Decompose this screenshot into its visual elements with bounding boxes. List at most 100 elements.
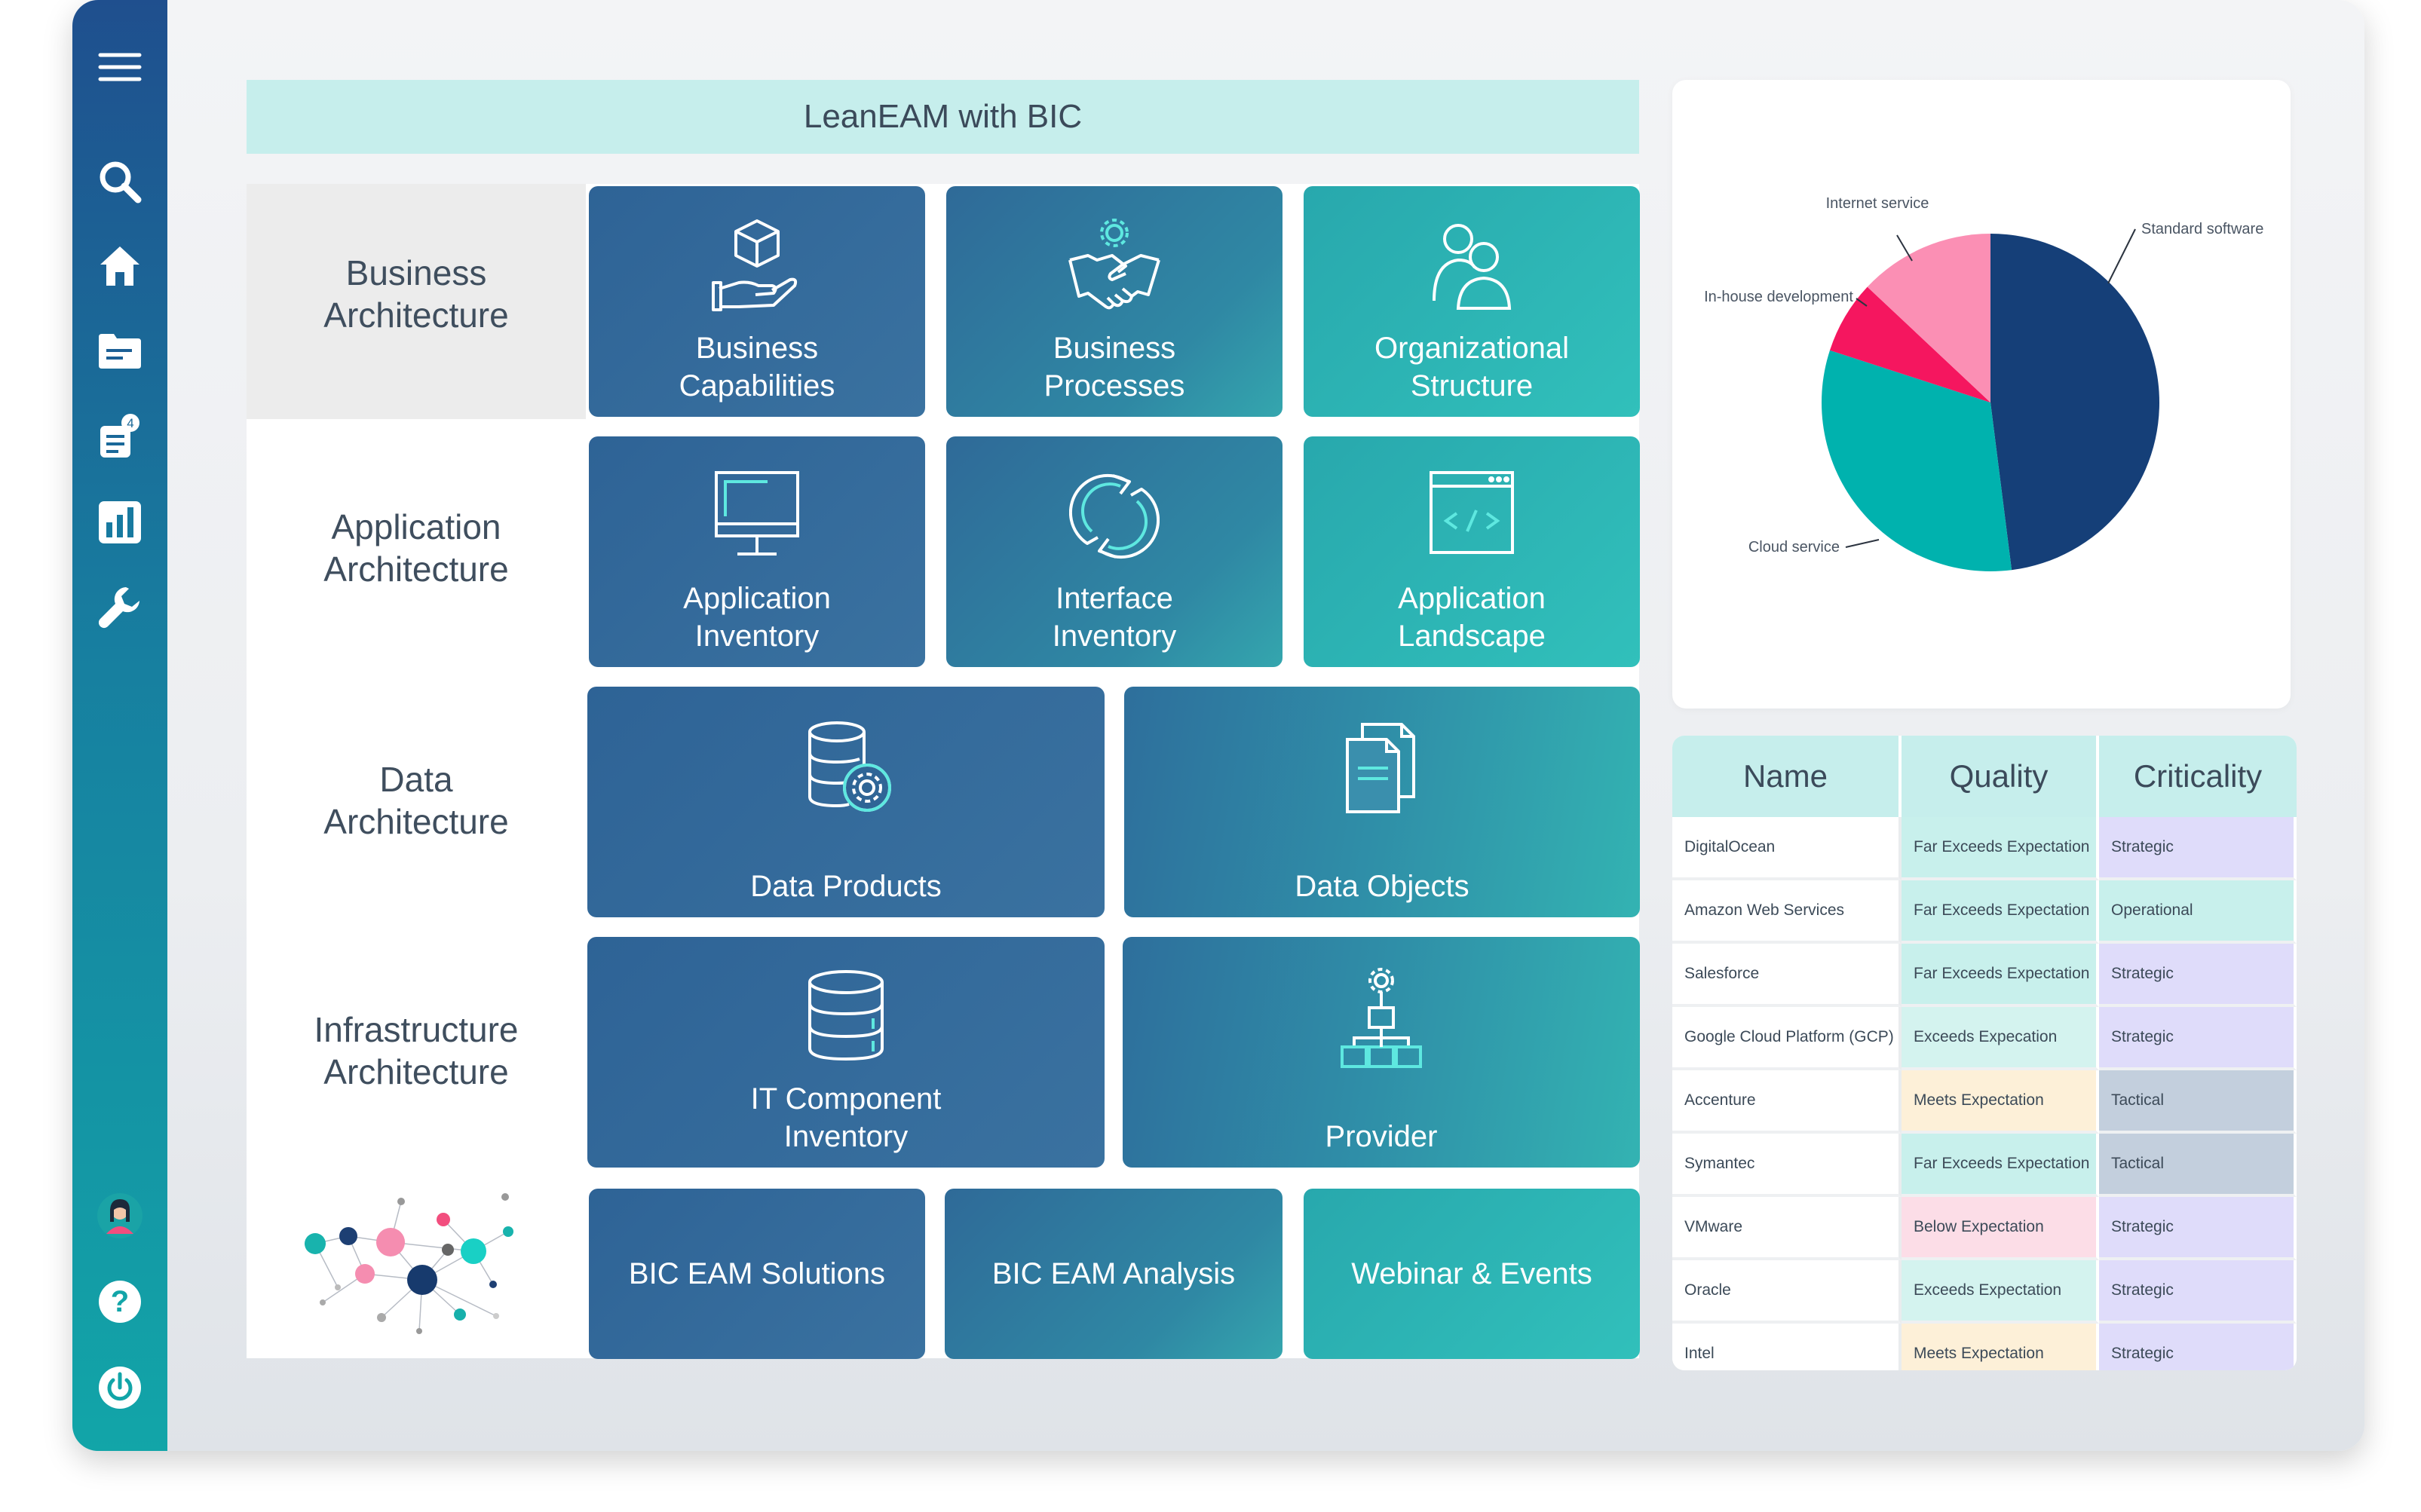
cell-name: DigitalOcean — [1672, 817, 1902, 880]
row-label-infrastructure: Infrastructure Architecture — [314, 1010, 519, 1091]
cell-criticality: Tactical — [2099, 1134, 2297, 1197]
power-icon[interactable] — [93, 1361, 146, 1414]
tasks-badge: 4 — [127, 416, 133, 430]
pie-leader-line — [1856, 298, 1868, 307]
tile-application-inventory[interactable]: Application Inventory — [589, 436, 925, 667]
tile-label: Provider — [1325, 1120, 1438, 1153]
tile-it-component-inventory[interactable]: IT Component Inventory — [587, 937, 1105, 1168]
tile-label: IT Component Inventory — [750, 1082, 942, 1153]
tile-label: BIC EAM Analysis — [991, 1257, 1236, 1290]
tile-label: Data Objects — [1295, 870, 1469, 903]
cell-criticality: Strategic — [2099, 1197, 2297, 1260]
cell-criticality: Strategic — [2099, 1324, 2297, 1370]
help-icon[interactable]: ? — [93, 1275, 146, 1328]
page-title: LeanEAM with BIC — [247, 80, 1639, 154]
hierarchy-gear-icon — [1341, 968, 1422, 1068]
cell-criticality: Operational — [2099, 880, 2297, 944]
tile-data-products[interactable]: Data Products — [587, 687, 1105, 917]
avatar[interactable] — [93, 1189, 146, 1242]
tile-bic-eam-solutions[interactable]: BIC EAM Solutions — [589, 1189, 925, 1359]
row-label-data: Data Architecture — [323, 760, 509, 841]
pie-leader-line — [1845, 539, 1880, 548]
cell-quality: Far Exceeds Expectation — [1902, 817, 2099, 880]
network-graph-illustration — [305, 1193, 513, 1334]
table-row[interactable]: Intel Meets Expectation Strategic — [1672, 1324, 2297, 1370]
cell-criticality: Tactical — [2099, 1070, 2297, 1134]
bar-chart-icon[interactable] — [93, 496, 146, 549]
tile-provider[interactable]: Provider — [1123, 937, 1640, 1168]
svg-text:?: ? — [111, 1285, 129, 1318]
pie-slice-label: Cloud service — [1748, 539, 1840, 556]
quality-criticality-table: Name Quality Criticality DigitalOcean Far… — [1672, 736, 2297, 1370]
folder-icon[interactable] — [93, 324, 146, 377]
monitor-icon — [715, 471, 799, 556]
tile-label: Application Inventory — [683, 582, 831, 653]
pie-slice-label: In-house development — [1704, 289, 1853, 305]
tile-interface-inventory[interactable]: Interface Inventory — [946, 436, 1283, 667]
tile-bic-eam-analysis[interactable]: BIC EAM Analysis — [945, 1189, 1283, 1359]
handshake-gear-icon — [1068, 219, 1160, 310]
pie-slice[interactable] — [1822, 350, 2012, 571]
cell-quality: Meets Expectation — [1902, 1070, 2099, 1134]
column-header-name[interactable]: Name — [1672, 736, 1902, 817]
row-label-application: Application Architecture — [323, 507, 509, 589]
cell-criticality: Strategic — [2099, 1007, 2297, 1070]
pie-slice[interactable] — [1990, 234, 2160, 571]
menu-icon[interactable] — [93, 41, 146, 93]
tile-label: Business Processes — [1043, 332, 1185, 402]
table-row[interactable]: Google Cloud Platform (GCP) Exceeds Expec… — [1672, 1007, 2297, 1070]
box-hand-icon — [712, 219, 798, 311]
tile-data-objects[interactable]: Data Objects — [1124, 687, 1640, 917]
cell-name: Amazon Web Services — [1672, 880, 1902, 944]
tile-business-processes[interactable]: Business Processes — [946, 186, 1283, 417]
table-row[interactable]: Amazon Web Services Far Exceeds Expectati… — [1672, 880, 2297, 944]
users-icon — [1433, 224, 1512, 310]
tile-label: BIC EAM Solutions — [628, 1257, 886, 1290]
cell-name: Google Cloud Platform (GCP) — [1672, 1007, 1902, 1070]
pie-slice[interactable] — [1829, 286, 1990, 402]
cell-quality: Far Exceeds Expectation — [1902, 1134, 2099, 1197]
cell-quality: Meets Expectation — [1902, 1324, 2099, 1370]
column-header-criticality[interactable]: Criticality — [2099, 736, 2297, 817]
cell-name: Accenture — [1672, 1070, 1902, 1134]
cell-criticality: Strategic — [2099, 1260, 2297, 1324]
tile-label: Webinar & Events — [1351, 1257, 1592, 1290]
pie-chart: Standard software Cloud service In-house d… — [1704, 195, 2263, 571]
cell-criticality: Strategic — [2099, 817, 2297, 880]
table-row[interactable]: Salesforce Far Exceeds Expectation Strateg… — [1672, 944, 2297, 1007]
table-row[interactable]: Symantec Far Exceeds Expectation Tactical — [1672, 1134, 2297, 1197]
cell-quality: Below Expectation — [1902, 1197, 2099, 1260]
tile-application-landscape[interactable]: Application Landscape — [1304, 436, 1640, 667]
table-row[interactable]: VMware Below Expectation Strategic — [1672, 1197, 2297, 1260]
tasks-icon[interactable]: 4 — [93, 410, 146, 463]
pie-chart-card: Standard software Cloud service In-house d… — [1672, 80, 2291, 709]
table-row[interactable]: Oracle Exceeds Expectation Strategic — [1672, 1260, 2297, 1324]
tile-label: Interface Inventory — [1052, 582, 1177, 653]
row-label-business: Business Architecture — [323, 253, 509, 335]
table-row[interactable]: DigitalOcean Far Exceeds Expectation Strat… — [1672, 817, 2297, 880]
cell-quality: Far Exceeds Expectation — [1902, 880, 2099, 944]
home-icon[interactable] — [93, 240, 146, 292]
code-window-icon — [1430, 471, 1514, 554]
cell-name: Intel — [1672, 1324, 1902, 1370]
pie-leader-line — [2107, 228, 2136, 284]
refresh-icon — [1069, 473, 1160, 559]
tile-webinar-events[interactable]: Webinar & Events — [1304, 1189, 1640, 1359]
pie-slice[interactable] — [1867, 234, 1990, 402]
tile-business-capabilities[interactable]: Business Capabilities — [589, 186, 925, 417]
wrench-icon[interactable] — [93, 580, 146, 633]
search-icon[interactable] — [93, 155, 146, 208]
column-header-quality[interactable]: Quality — [1902, 736, 2099, 817]
cell-quality: Exceeds Expecation — [1902, 1007, 2099, 1070]
pie-slice-label: Internet service — [1826, 195, 1929, 212]
cell-name: Salesforce — [1672, 944, 1902, 1007]
cell-quality: Far Exceeds Expectation — [1902, 944, 2099, 1007]
table-row[interactable]: Accenture Meets Expectation Tactical — [1672, 1070, 2297, 1134]
business-row-highlight — [247, 184, 586, 419]
tile-label: Business Capabilities — [679, 332, 835, 402]
tile-label: Data Products — [750, 870, 942, 903]
cell-name: Oracle — [1672, 1260, 1902, 1324]
tile-organizational-structure[interactable]: Organizational Structure — [1304, 186, 1640, 417]
sidebar: 4 ? — [72, 0, 167, 1451]
cell-quality: Exceeds Expectation — [1902, 1260, 2099, 1324]
